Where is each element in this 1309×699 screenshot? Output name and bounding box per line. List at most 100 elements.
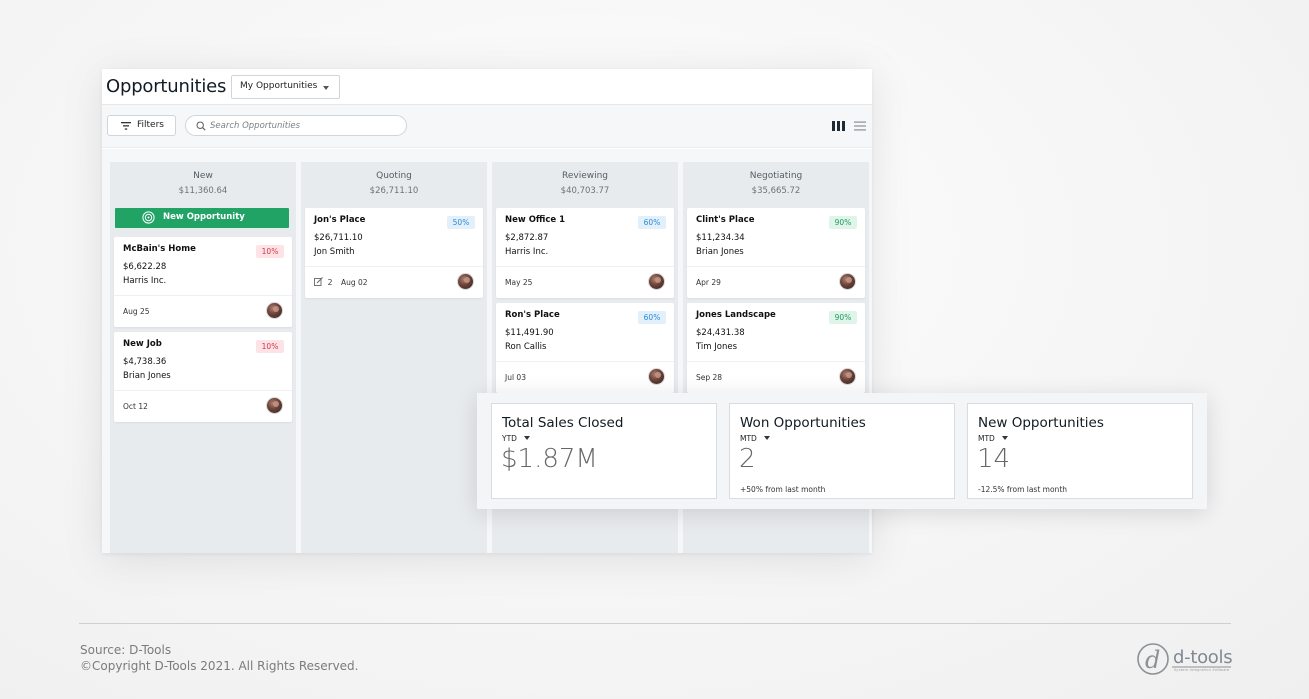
chevron-down-icon xyxy=(523,436,530,440)
avatar[interactable] xyxy=(648,273,665,290)
kpi-total-sales-closed: Total Sales Closed YTD $1.87M xyxy=(491,403,717,499)
opportunity-card[interactable]: Jon's Place 50% $26,711.10 Jon Smith 2 A… xyxy=(305,208,483,298)
card-title: Clint's Place xyxy=(696,215,755,225)
kpi-change: +50% from last month xyxy=(740,485,826,494)
card-title: McBain's Home xyxy=(123,244,196,254)
opportunity-card[interactable]: Clint's Place 90% $11,234.34 Brian Jones… xyxy=(687,208,865,298)
card-client: Ron Callis xyxy=(505,342,547,352)
kpi-title: New Opportunities xyxy=(978,415,1104,431)
chevron-down-icon xyxy=(763,436,770,440)
card-divider xyxy=(305,266,483,267)
opportunity-card[interactable]: New Office 1 60% $2,872.87 Harris Inc. M… xyxy=(496,208,674,298)
kpi-value: 14 xyxy=(977,444,1011,474)
avatar[interactable] xyxy=(266,302,283,319)
card-amount: $26,711.10 xyxy=(314,233,363,243)
filters-button-label: Filters xyxy=(137,120,164,130)
search-input[interactable] xyxy=(210,119,400,133)
search-icon xyxy=(196,121,206,131)
kpi-value: $1.87M xyxy=(501,444,598,474)
avatar[interactable] xyxy=(648,368,665,385)
board-view-icon[interactable] xyxy=(832,121,845,131)
svg-text:d: d xyxy=(1145,646,1160,674)
kpi-value: 2 xyxy=(739,444,756,474)
opportunity-card[interactable]: McBain's Home 10% $6,622.28 Harris Inc. … xyxy=(114,237,292,327)
card-client: Brian Jones xyxy=(696,247,744,257)
card-date: Aug 02 xyxy=(341,278,368,287)
logo-text: d-tools xyxy=(1173,647,1233,668)
kpi-period-select[interactable]: MTD xyxy=(978,434,1008,443)
probability-badge: 10% xyxy=(256,245,284,258)
page-title: Opportunities xyxy=(106,76,227,97)
card-divider xyxy=(496,266,674,267)
card-date: Jul 03 xyxy=(505,373,526,382)
card-date: Sep 28 xyxy=(696,373,723,382)
card-amount: $6,622.28 xyxy=(123,262,167,272)
opportunity-card[interactable]: Jones Landscape 90% $24,431.38 Tim Jones… xyxy=(687,303,865,393)
probability-badge: 10% xyxy=(256,340,284,353)
kpi-period-select[interactable]: MTD xyxy=(740,434,770,443)
filters-button[interactable]: Filters xyxy=(107,115,176,136)
view-select-label: My Opportunities xyxy=(240,81,318,91)
card-divider xyxy=(114,295,292,296)
new-opportunity-button[interactable]: New Opportunity xyxy=(115,208,289,228)
avatar[interactable] xyxy=(839,368,856,385)
card-divider xyxy=(687,266,865,267)
column-title: Quoting xyxy=(376,171,412,181)
chevron-down-icon xyxy=(1001,436,1008,440)
column-quoting: Quoting $26,711.10 Jon's Place 50% $26,7… xyxy=(301,162,487,553)
column-total: $35,665.72 xyxy=(751,186,801,196)
avatar[interactable] xyxy=(457,273,474,290)
kpi-won-opportunities: Won Opportunities MTD 2 +50% from last m… xyxy=(729,403,955,499)
card-title: Ron's Place xyxy=(505,310,560,320)
chevron-down-icon xyxy=(323,86,329,90)
card-date: May 25 xyxy=(505,278,533,287)
column-new: New $11,360.64 New Opportunity McBain's … xyxy=(110,162,296,553)
kpi-new-opportunities: New Opportunities MTD 14 -12.5% from las… xyxy=(967,403,1193,499)
app-header: Opportunities My Opportunities xyxy=(102,69,872,105)
probability-badge: 60% xyxy=(638,216,666,229)
kpi-title: Total Sales Closed xyxy=(502,415,624,431)
card-divider xyxy=(114,390,292,391)
new-opportunity-label: New Opportunity xyxy=(163,212,245,222)
probability-badge: 60% xyxy=(638,311,666,324)
column-title: Negotiating xyxy=(749,171,803,181)
card-amount: $11,234.34 xyxy=(696,233,745,243)
footer-copyright: ©Copyright D-Tools 2021. All Rights Rese… xyxy=(80,659,359,673)
column-total: $26,711.10 xyxy=(369,186,419,196)
probability-badge: 90% xyxy=(829,216,857,229)
card-amount: $11,491.90 xyxy=(505,328,554,338)
card-client: Harris Inc. xyxy=(123,276,167,286)
card-client: Brian Jones xyxy=(123,371,171,381)
task-count-value: 2 xyxy=(327,278,333,287)
probability-badge: 90% xyxy=(829,311,857,324)
card-title: Jones Landscape xyxy=(696,310,776,320)
search-box[interactable] xyxy=(185,115,407,136)
column-title: Reviewing xyxy=(561,171,609,181)
opportunity-card[interactable]: Ron's Place 60% $11,491.90 Ron Callis Ju… xyxy=(496,303,674,393)
card-title: New Office 1 xyxy=(505,215,566,225)
opportunity-card[interactable]: New Job 10% $4,738.36 Brian Jones Oct 12 xyxy=(114,332,292,422)
logo-tagline: System Integration Software xyxy=(1174,668,1230,672)
filter-icon xyxy=(121,122,131,130)
list-view-icon[interactable] xyxy=(854,121,866,131)
kpi-period-select[interactable]: YTD xyxy=(502,434,530,443)
column-total: $11,360.64 xyxy=(178,186,228,196)
card-client: Tim Jones xyxy=(696,342,738,352)
card-date: Apr 29 xyxy=(696,278,721,287)
avatar[interactable] xyxy=(266,397,283,414)
card-client: Harris Inc. xyxy=(505,247,549,257)
column-title: New xyxy=(193,171,213,181)
probability-badge: 50% xyxy=(447,216,475,229)
card-date: Aug 25 xyxy=(123,307,150,316)
kpi-period-label: YTD xyxy=(502,434,517,443)
task-count[interactable]: 2 xyxy=(314,277,333,287)
card-divider xyxy=(687,361,865,362)
card-title: Jon's Place xyxy=(314,215,366,225)
card-amount: $4,738.36 xyxy=(123,357,167,367)
kpi-change: -12.5% from last month xyxy=(978,485,1068,494)
card-amount: $24,431.38 xyxy=(696,328,745,338)
d-tools-logo-icon: d xyxy=(1137,643,1231,675)
avatar[interactable] xyxy=(839,273,856,290)
kpi-panel: Total Sales Closed YTD $1.87M Won Opport… xyxy=(477,393,1207,509)
view-select[interactable]: My Opportunities xyxy=(231,75,340,99)
